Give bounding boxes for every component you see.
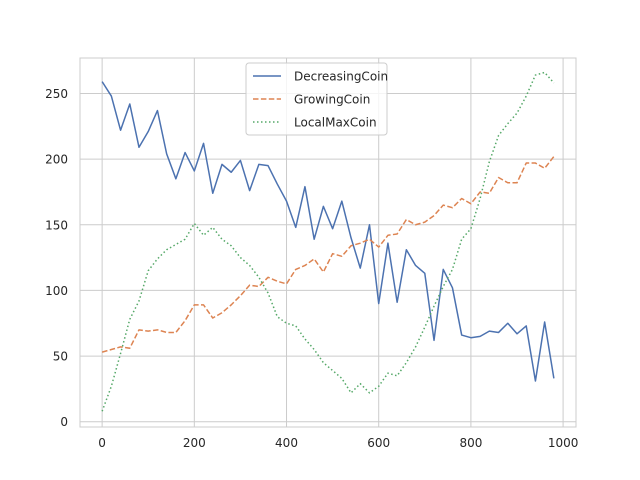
y-tick-label: 100 [45, 284, 68, 298]
y-axis-ticks: 0 50 100 150 200 250 [45, 87, 68, 429]
x-tick-label: 200 [183, 436, 206, 450]
x-tick-label: 600 [367, 436, 390, 450]
legend-box [245, 62, 388, 136]
series-line-localmaxcoin [101, 71, 555, 412]
series-line-growingcoin [101, 156, 555, 353]
y-tick-label: 0 [60, 415, 68, 429]
legend-label: DecreasingCoin [294, 70, 388, 84]
legend-label: LocalMaxCoin [294, 116, 377, 130]
x-axis-ticks: 0 200 400 600 800 1000 [98, 436, 578, 450]
y-tick-label: 250 [45, 87, 68, 101]
x-tick-label: 400 [275, 436, 298, 450]
y-tick-label: 150 [45, 218, 68, 232]
series-layer [101, 71, 555, 412]
x-tick-label: 0 [98, 436, 106, 450]
plot-frame [79, 57, 577, 428]
x-tick-label: 1000 [548, 436, 579, 450]
series-line-decreasingcoin [101, 81, 555, 382]
x-tick-label: 800 [459, 436, 482, 450]
y-tick-label: 200 [45, 153, 68, 167]
legend: DecreasingCoin GrowingCoin LocalMaxCoin [245, 62, 388, 136]
legend-label: GrowingCoin [294, 93, 370, 107]
y-tick-label: 50 [53, 350, 68, 364]
